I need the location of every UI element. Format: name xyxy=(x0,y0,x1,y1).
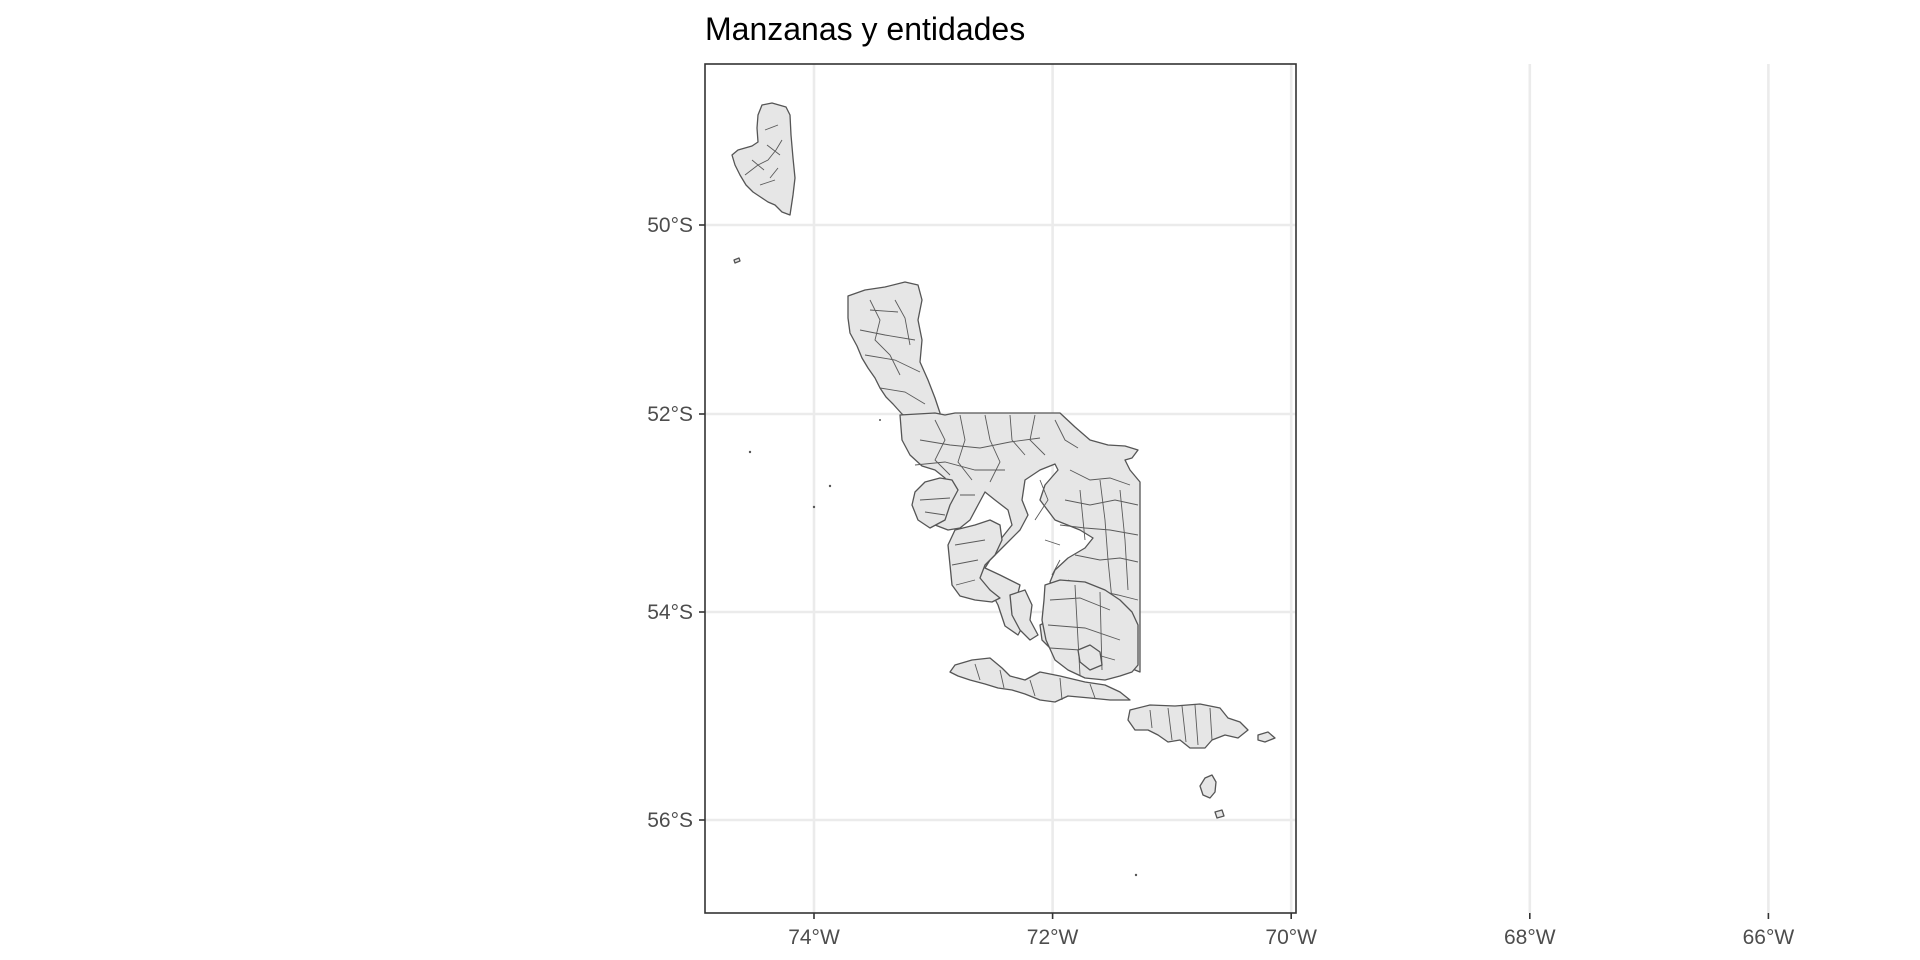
x-tick-label: 72°W xyxy=(1027,926,1079,949)
map-panel xyxy=(704,63,1770,914)
chart-title: Manzanas y entidades xyxy=(705,11,1025,47)
south-islet-b xyxy=(1214,809,1225,819)
island-a xyxy=(1009,589,1039,641)
y-tick-label: 50°S xyxy=(647,214,693,237)
y-tick-label: 56°S xyxy=(647,809,693,832)
western-lobe xyxy=(911,477,959,529)
inlet-island xyxy=(1077,644,1103,671)
x-tick-label: 74°W xyxy=(788,926,840,949)
islet-dot-2 xyxy=(828,484,832,488)
southwest-islands xyxy=(949,657,1131,703)
far-east-islet xyxy=(1257,731,1276,743)
central-peninsula-detail xyxy=(859,299,926,405)
x-tick-label: 70°W xyxy=(1265,926,1317,949)
eastern-islands xyxy=(1127,703,1249,749)
main-landmass-detail xyxy=(914,414,1139,626)
y-tick-label: 54°S xyxy=(647,601,693,624)
x-tick-label: 66°W xyxy=(1743,926,1795,949)
x-tick-label: 68°W xyxy=(1504,926,1556,949)
islet-dot-5 xyxy=(879,419,881,421)
islet-dot-4 xyxy=(1134,873,1138,877)
northern-islands xyxy=(731,102,796,216)
panel-border xyxy=(704,63,1297,914)
northern-islands-detail xyxy=(744,124,783,186)
southwest-islands-detail xyxy=(974,663,1096,701)
islet-dot-3 xyxy=(812,505,816,509)
eastern-islands-detail xyxy=(1149,704,1213,746)
southern-peninsula-detail xyxy=(951,539,986,586)
landmasses xyxy=(731,102,1276,877)
x-axis: 74°W 72°W 70°W 68°W 66°W xyxy=(788,913,1794,949)
y-axis: 50°S 52°S 54°S 56°S xyxy=(647,214,705,832)
small-islet xyxy=(733,257,741,264)
islet-dot-1 xyxy=(748,450,752,454)
south-islet-a xyxy=(1199,774,1217,799)
western-lobe-detail xyxy=(919,497,951,516)
y-tick-label: 52°S xyxy=(647,403,693,426)
